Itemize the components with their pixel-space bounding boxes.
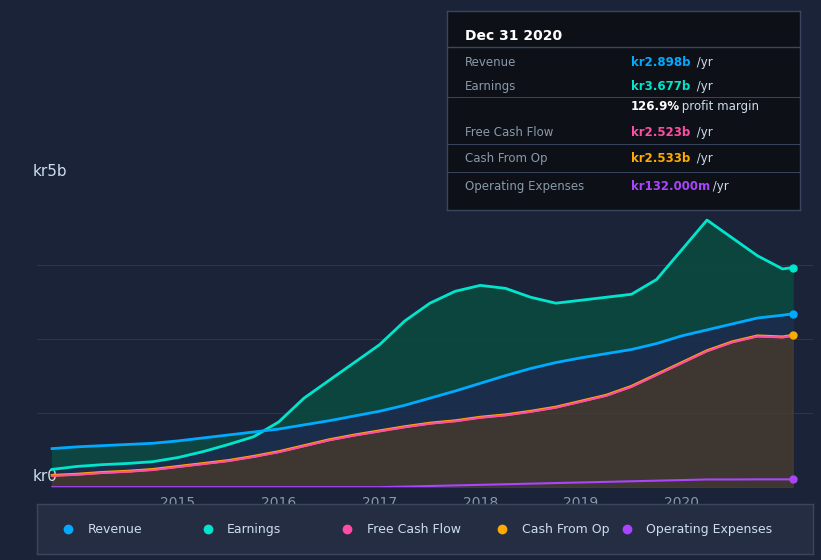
Text: profit margin: profit margin bbox=[677, 100, 759, 113]
Text: Free Cash Flow: Free Cash Flow bbox=[367, 522, 461, 536]
Text: Dec 31 2020: Dec 31 2020 bbox=[466, 29, 562, 43]
Text: kr0: kr0 bbox=[33, 469, 58, 484]
Text: kr2.533b: kr2.533b bbox=[631, 152, 690, 165]
Text: kr132.000m: kr132.000m bbox=[631, 180, 710, 193]
Text: Operating Expenses: Operating Expenses bbox=[646, 522, 772, 536]
Text: /yr: /yr bbox=[693, 152, 713, 165]
Text: Revenue: Revenue bbox=[87, 522, 142, 536]
Text: Earnings: Earnings bbox=[466, 80, 516, 94]
Text: /yr: /yr bbox=[693, 57, 713, 69]
Text: kr2.898b: kr2.898b bbox=[631, 57, 690, 69]
Text: Cash From Op: Cash From Op bbox=[522, 522, 609, 536]
Text: /yr: /yr bbox=[693, 126, 713, 139]
Text: Free Cash Flow: Free Cash Flow bbox=[466, 126, 553, 139]
Text: 126.9%: 126.9% bbox=[631, 100, 680, 113]
Text: /yr: /yr bbox=[693, 80, 713, 94]
Text: Revenue: Revenue bbox=[466, 57, 516, 69]
Text: Operating Expenses: Operating Expenses bbox=[466, 180, 585, 193]
Text: kr2.523b: kr2.523b bbox=[631, 126, 690, 139]
Text: kr5b: kr5b bbox=[33, 164, 67, 179]
Text: Cash From Op: Cash From Op bbox=[466, 152, 548, 165]
Text: kr3.677b: kr3.677b bbox=[631, 80, 690, 94]
Text: /yr: /yr bbox=[709, 180, 728, 193]
Text: Earnings: Earnings bbox=[227, 522, 282, 536]
